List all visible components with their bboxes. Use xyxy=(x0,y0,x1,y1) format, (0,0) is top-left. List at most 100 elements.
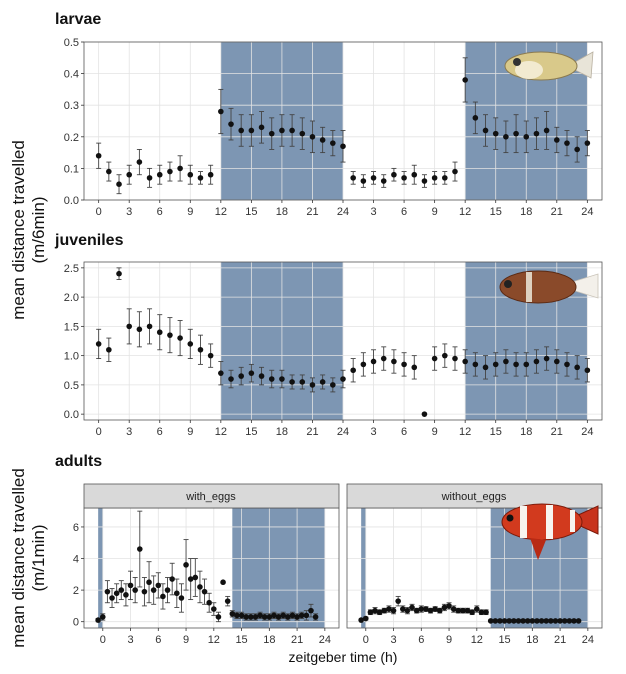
data-point xyxy=(423,606,429,612)
data-point xyxy=(362,615,369,622)
x-tick-label: 15 xyxy=(235,634,247,646)
data-point xyxy=(268,376,275,382)
data-point xyxy=(238,127,244,134)
data-point xyxy=(381,607,388,614)
panel-larvae: 0.0 0.1 0.2 0.3 0.4 0.5 0 3 6 9 12 15 18 21 24 3 6 9 12 15 1… xyxy=(64,37,603,218)
y-axis-title-adults: mean distance travelled (m/1min) xyxy=(9,468,48,648)
panel-title-juveniles: juveniles xyxy=(54,232,124,249)
panel-title-adults: adults xyxy=(55,453,102,470)
x-tick-label: 18 xyxy=(276,206,288,218)
x-tick-label: 6 xyxy=(157,426,163,438)
clownfish-stripe-2 xyxy=(546,505,553,539)
x-tick-label: 24 xyxy=(581,206,593,218)
data-point xyxy=(257,612,263,619)
data-point xyxy=(421,178,428,184)
data-point xyxy=(506,618,512,624)
data-point xyxy=(503,134,509,140)
data-point xyxy=(136,546,143,552)
larval-fish-eye xyxy=(513,58,521,66)
data-point xyxy=(289,612,296,619)
data-point xyxy=(584,367,591,374)
x-tick-label: 0 xyxy=(96,426,102,438)
data-point xyxy=(358,617,364,623)
data-point xyxy=(431,175,438,181)
x-tick-label: 12 xyxy=(208,634,220,646)
x-tick-label: 3 xyxy=(126,206,132,218)
y-tick-label: 1.5 xyxy=(64,321,79,333)
data-point xyxy=(446,603,452,609)
night-period-0 xyxy=(98,508,103,628)
x-tick-label: 18 xyxy=(520,426,532,438)
data-point xyxy=(566,618,573,624)
data-point xyxy=(552,618,559,624)
data-point xyxy=(312,614,319,620)
data-point xyxy=(421,411,428,417)
data-point xyxy=(206,599,212,606)
data-point xyxy=(155,582,162,589)
data-point xyxy=(218,370,224,376)
data-point xyxy=(160,593,166,600)
x-tick-label: 18 xyxy=(276,426,288,438)
data-point xyxy=(106,346,112,353)
data-point xyxy=(533,358,540,365)
juvenile-fish-body xyxy=(499,270,577,304)
data-point xyxy=(106,168,112,175)
data-point xyxy=(146,323,153,330)
data-point xyxy=(548,618,554,624)
data-point xyxy=(156,171,163,178)
data-point xyxy=(248,370,255,376)
x-tick-label: 18 xyxy=(263,634,275,646)
data-point xyxy=(319,137,326,143)
data-point xyxy=(497,618,503,624)
data-point xyxy=(261,614,268,620)
data-point xyxy=(141,588,148,595)
data-point xyxy=(492,130,499,137)
x-tick-label: 6 xyxy=(155,634,161,646)
data-point xyxy=(238,612,245,619)
data-point xyxy=(248,127,255,134)
data-point xyxy=(266,614,273,620)
data-point xyxy=(164,587,171,593)
x-axis-title: zeitgeber time (h) xyxy=(289,649,398,665)
data-point xyxy=(275,614,282,620)
data-point xyxy=(279,376,285,382)
data-point xyxy=(187,341,194,347)
data-point xyxy=(367,609,374,616)
data-point xyxy=(113,590,120,597)
data-point xyxy=(564,140,570,146)
data-point xyxy=(418,606,425,612)
x-tick-label: 18 xyxy=(526,634,538,646)
data-point xyxy=(543,127,550,134)
data-point xyxy=(574,364,580,371)
data-point xyxy=(462,358,468,365)
data-point xyxy=(109,595,115,601)
data-point xyxy=(187,171,194,178)
y-tick-label: 0.0 xyxy=(64,195,79,207)
x-tick-label: 0 xyxy=(96,206,102,218)
data-point xyxy=(524,618,531,624)
data-point xyxy=(146,175,153,181)
data-point xyxy=(487,618,494,624)
data-point xyxy=(553,358,560,365)
x-tick-label: 3 xyxy=(370,206,376,218)
data-point xyxy=(146,579,152,586)
data-point xyxy=(409,604,415,611)
data-point xyxy=(376,609,383,616)
strip-with-eggs xyxy=(83,483,340,509)
data-point xyxy=(150,587,157,593)
data-point xyxy=(437,607,443,614)
data-point xyxy=(178,595,185,601)
data-point xyxy=(99,614,106,620)
x-tick-label: 9 xyxy=(432,426,438,438)
x-tick-label: 12 xyxy=(471,634,483,646)
x-tick-label: 9 xyxy=(183,634,189,646)
night-period-1 xyxy=(232,508,325,628)
x-tick-label: 15 xyxy=(245,206,257,218)
data-point xyxy=(309,382,316,388)
data-point xyxy=(511,618,517,624)
data-point xyxy=(330,382,336,388)
data-point xyxy=(238,373,244,379)
data-point xyxy=(289,127,295,134)
data-point xyxy=(452,168,458,175)
